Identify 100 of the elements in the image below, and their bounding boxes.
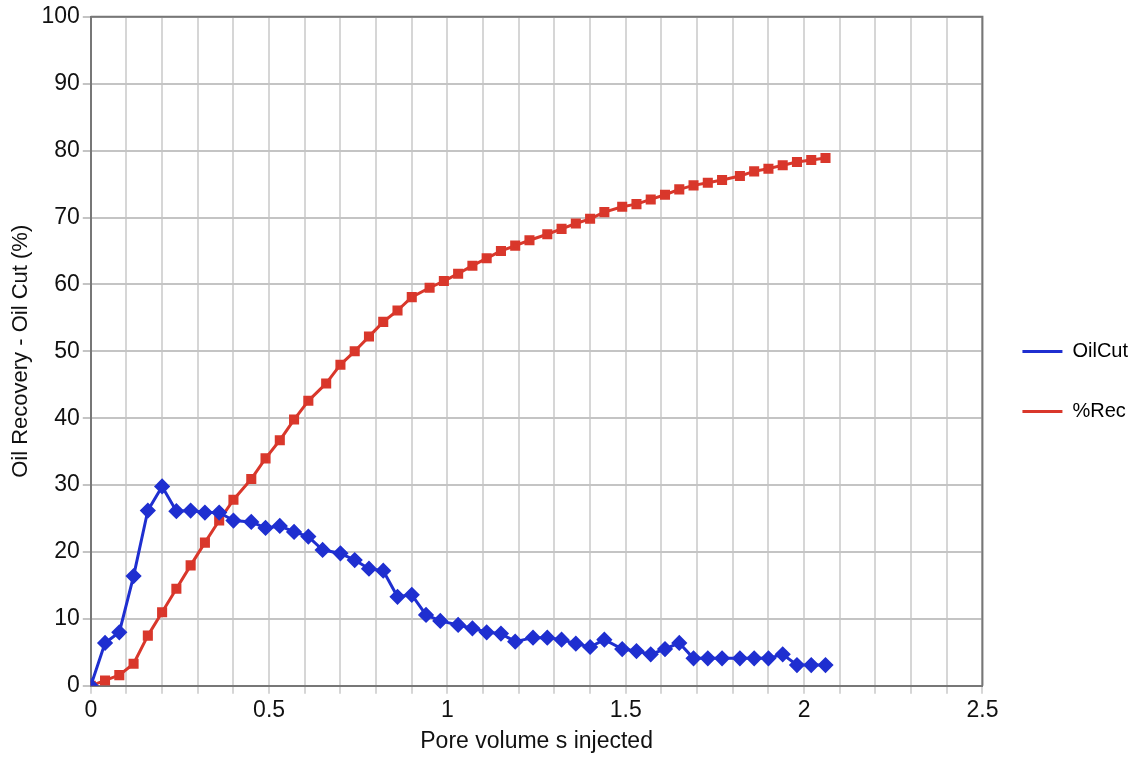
point [631, 199, 642, 210]
point [820, 152, 831, 163]
point [617, 201, 628, 212]
point [507, 634, 523, 650]
point [303, 395, 314, 406]
point [111, 624, 127, 640]
x-tick-label: 1.5 [609, 695, 642, 722]
x-tick-label: 0.5 [253, 695, 286, 722]
x-axis-title: Pore volume s injected [420, 726, 653, 753]
point [614, 641, 630, 657]
y-tick-label: 40 [54, 403, 80, 430]
point [260, 453, 271, 464]
point [272, 518, 288, 534]
point [171, 583, 182, 594]
y-tick-label: 70 [54, 202, 80, 229]
point [392, 305, 403, 316]
point [789, 657, 805, 673]
point [432, 613, 448, 629]
y-tick-label: 20 [54, 537, 80, 564]
point [424, 282, 435, 293]
point [554, 632, 570, 648]
point [321, 378, 332, 389]
x-tick-label: 1 [441, 695, 454, 722]
point [643, 646, 659, 662]
point [659, 189, 671, 200]
x-tick-label: 2.5 [966, 695, 999, 722]
point [585, 213, 596, 224]
y-tick-label: 80 [54, 135, 80, 162]
point [390, 589, 406, 605]
y-tick-label: 30 [54, 470, 80, 497]
point [791, 156, 802, 168]
point [700, 650, 716, 666]
point [438, 276, 449, 287]
point [154, 478, 170, 494]
point [183, 503, 199, 519]
point [628, 643, 644, 659]
point [702, 177, 713, 188]
point [803, 657, 819, 673]
point [464, 620, 480, 636]
point [363, 331, 375, 342]
point [335, 359, 346, 370]
point [657, 641, 673, 657]
point [479, 624, 495, 640]
y-tick-label: 60 [54, 269, 80, 296]
point [568, 636, 584, 652]
point [404, 587, 420, 603]
x-tick-label: 0 [84, 695, 98, 722]
point [375, 563, 391, 579]
point [453, 268, 464, 279]
point [274, 435, 285, 446]
y-tick-label: 90 [54, 69, 80, 96]
legend-label: OilCut [1072, 339, 1129, 362]
point [289, 414, 300, 425]
point [599, 207, 610, 218]
point [746, 650, 762, 666]
point [197, 505, 213, 521]
x-tick-label: 2 [797, 695, 811, 722]
point [114, 670, 125, 681]
point [406, 292, 417, 303]
point [467, 260, 478, 271]
point [732, 650, 748, 666]
point [168, 503, 184, 519]
point [542, 229, 553, 240]
point [315, 542, 331, 558]
point [157, 607, 168, 618]
point [211, 505, 227, 521]
point [734, 170, 745, 182]
point [481, 253, 492, 264]
point [347, 552, 363, 568]
point [493, 626, 509, 642]
point [286, 524, 302, 540]
point [777, 160, 788, 171]
point [763, 163, 774, 174]
point [775, 646, 791, 662]
point [749, 166, 760, 177]
y-tick-label: 0 [66, 671, 80, 698]
point [806, 154, 817, 165]
y-tick-label: 50 [54, 336, 80, 363]
point [717, 175, 728, 186]
point [243, 514, 259, 530]
point [258, 520, 274, 536]
point [361, 561, 377, 577]
y-tick-label: 100 [41, 2, 80, 29]
point [97, 635, 113, 651]
point [349, 346, 360, 357]
point [142, 630, 153, 641]
point [450, 617, 466, 633]
point [556, 223, 567, 234]
point [199, 537, 210, 548]
y-axis-title: Oil Recovery - Oil Cut (%) [7, 224, 33, 478]
point [228, 494, 239, 505]
y-tick-label: 10 [54, 604, 80, 631]
point [596, 632, 612, 648]
point [570, 218, 581, 229]
point [582, 639, 598, 655]
point [510, 240, 521, 251]
point [686, 650, 702, 666]
point [818, 657, 833, 673]
point [760, 650, 776, 666]
point [332, 545, 348, 561]
